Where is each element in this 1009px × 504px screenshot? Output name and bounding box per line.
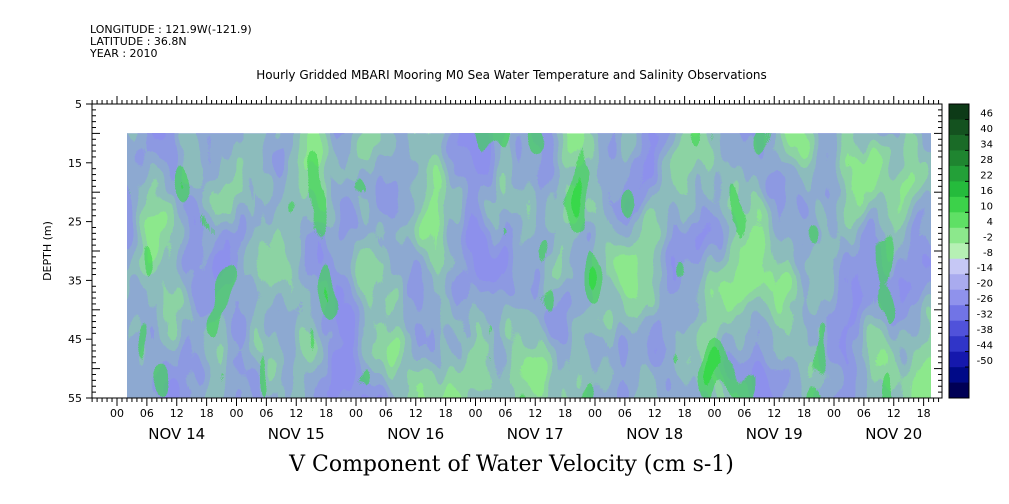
y-tick-label: 15	[68, 157, 82, 170]
x-hour-label: 00	[110, 407, 124, 420]
x-axis-label: V Component of Water Velocity (cm s-1)	[289, 452, 734, 477]
colorbar-swatch	[949, 104, 969, 120]
x-hour-label: 18	[558, 407, 572, 420]
year-label: YEAR : 2010	[90, 47, 158, 60]
colorbar-label: 40	[980, 124, 993, 135]
colorbar-swatch	[949, 382, 969, 399]
x-axis-label-wrap: V Component of Water Velocity (cm s-1)	[0, 452, 1009, 477]
x-hour-label: 12	[648, 407, 662, 420]
x-hour-label: 00	[708, 407, 722, 420]
colorbar-frame	[948, 103, 970, 399]
x-day-label: NOV 17	[507, 425, 564, 443]
colorbar-swatch	[949, 165, 969, 182]
colorbar-swatch	[949, 274, 969, 290]
x-hour-label: 18	[319, 407, 333, 420]
x-hour-label: 18	[917, 407, 931, 420]
colorbar-swatch	[949, 320, 969, 337]
chart-title-wrap: Hourly Gridded MBARI Mooring M0 Sea Wate…	[0, 68, 1009, 82]
colorbar-label: 16	[980, 186, 993, 197]
plot-header: LONGITUDE : 121.9W(-121.9) LATITUDE : 36…	[90, 24, 252, 60]
x-hour-label: 06	[379, 407, 393, 420]
colorbar-label: -20	[977, 279, 993, 290]
y-axis: 5 15 25 35 45 55	[68, 98, 942, 405]
x-hour-label: 06	[259, 407, 273, 420]
y-tick-label: 35	[68, 274, 82, 287]
chart-title: Hourly Gridded MBARI Mooring M0 Sea Wate…	[256, 68, 767, 82]
colorbar-swatch	[949, 119, 969, 136]
colorbar: 46 40 34 28 22 16 10 4 -2 -8 -14 -20 -26 -32 -38 -44 -50	[948, 103, 993, 399]
x-hour-label: 06	[140, 407, 154, 420]
colorbar-swatch	[949, 196, 969, 213]
x-hour-label: 00	[349, 407, 363, 420]
velocity-field-strong-positive	[127, 133, 931, 398]
x-hour-label: 12	[170, 407, 184, 420]
y-axis-label: DEPTH (m)	[41, 221, 54, 281]
x-hour-label: 12	[289, 407, 303, 420]
y-tick-label: 55	[68, 392, 82, 405]
colorbar-label: -38	[977, 325, 993, 336]
x-hour-label: 06	[498, 407, 512, 420]
x-hour-label: 00	[827, 407, 841, 420]
colorbar-label: -8	[983, 248, 993, 259]
colorbar-label: 34	[980, 139, 993, 150]
colorbar-label: 4	[987, 217, 993, 228]
colorbar-label: 28	[980, 155, 993, 166]
x-day-label: NOV 19	[746, 425, 803, 443]
colorbar-swatch	[949, 134, 969, 151]
colorbar-swatch	[949, 227, 969, 244]
y-tick-label: 45	[68, 333, 82, 346]
x-hour-label: 00	[588, 407, 602, 420]
x-hour-label: 12	[528, 407, 542, 420]
x-hour-label: 18	[200, 407, 214, 420]
colorbar-label: -44	[977, 341, 993, 352]
colorbar-label: 46	[980, 109, 993, 120]
x-day-label: NOV 15	[268, 425, 325, 443]
y-tick-label: 25	[68, 216, 82, 229]
x-hour-label: 06	[737, 407, 751, 420]
colorbar-swatch	[949, 258, 969, 275]
colorbar-swatch	[949, 150, 969, 167]
colorbar-label: -50	[977, 356, 993, 367]
x-day-label: NOV 14	[148, 425, 205, 443]
heatmap-field	[127, 133, 931, 398]
x-day-label: NOV 18	[626, 425, 683, 443]
colorbar-label: -32	[977, 310, 993, 321]
velocity-field-base	[127, 133, 931, 398]
longitude-label: LONGITUDE : 121.9W(-121.9)	[90, 23, 252, 36]
latitude-label: LATITUDE : 36.8N	[90, 35, 187, 48]
x-hour-label: 00	[230, 407, 244, 420]
x-hour-label: 06	[618, 407, 632, 420]
colorbar-label: -2	[983, 232, 993, 243]
colorbar-swatch	[949, 305, 969, 321]
colorbar-swatch	[949, 367, 969, 383]
y-tick-label: 5	[75, 98, 82, 111]
x-hour-label: 18	[797, 407, 811, 420]
colorbar-swatch	[949, 336, 969, 352]
colorbar-label: 22	[980, 170, 993, 181]
colorbar-swatch	[949, 181, 969, 198]
x-hour-label: 12	[887, 407, 901, 420]
colorbar-swatch	[949, 212, 969, 229]
x-hour-label: 18	[439, 407, 453, 420]
colorbar-swatch	[949, 351, 969, 368]
x-day-label: NOV 16	[387, 425, 444, 443]
colorbar-swatch	[949, 289, 969, 306]
x-hour-label: 18	[678, 407, 692, 420]
colorbar-label: 10	[980, 201, 993, 212]
x-hour-label: 12	[767, 407, 781, 420]
x-hour-label: 12	[409, 407, 423, 420]
colorbar-swatch	[949, 243, 969, 260]
colorbar-label: -26	[977, 294, 993, 305]
x-hour-label: 06	[857, 407, 871, 420]
x-hour-label: 00	[469, 407, 483, 420]
colorbar-label: -14	[977, 263, 993, 274]
x-day-label: NOV 20	[865, 425, 922, 443]
x-axis: 00 06 12 18 00 06 12 18 00 06 12 18 00 06 12 18 00 06 12 18…	[91, 96, 940, 443]
